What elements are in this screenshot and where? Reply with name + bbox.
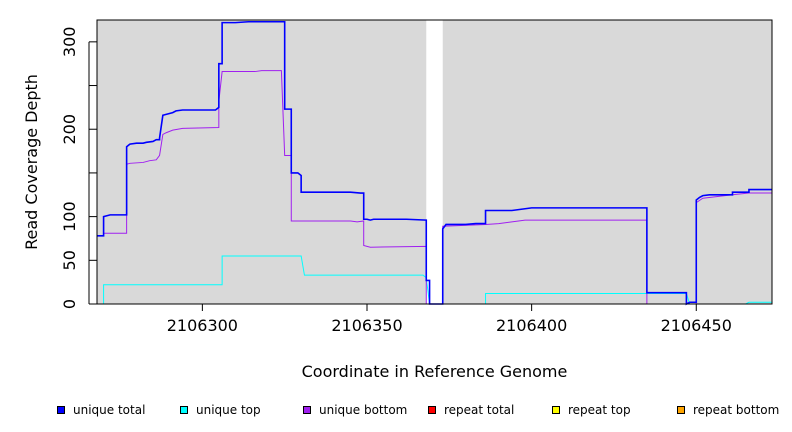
legend-item: repeat top [552,402,631,418]
legend-item: unique bottom [303,402,407,418]
legend-swatch [677,406,685,414]
legend-label: unique total [73,403,146,417]
series-line-unique-bottom [97,70,772,305]
y-tick-label: 0 [60,299,79,309]
y-tick-label: 300 [60,27,79,58]
coverage-gap [426,20,443,304]
legend-swatch [552,406,560,414]
legend-label: repeat total [444,403,515,417]
legend-item: unique top [180,402,261,418]
x-tick-label: 2106400 [496,316,567,335]
legend: unique total unique top unique bottom repea… [0,400,792,420]
legend-label: repeat bottom [693,403,780,417]
legend-label: unique bottom [319,403,408,417]
legend-item: unique total [57,402,145,418]
legend-label: unique top [196,403,261,417]
x-tick-label: 2106300 [167,316,238,335]
x-axis: 2106300 2106350 2106400 2106450 [167,304,732,335]
legend-swatch [180,406,188,414]
x-tick-label: 2106350 [331,316,402,335]
y-tick-label: 50 [60,250,79,270]
gap-layer [426,20,443,304]
y-axis-label: Read Coverage Depth [22,74,41,250]
legend-swatch [428,406,436,414]
plot-frame [96,19,773,305]
legend-swatch [57,406,65,414]
legend-item: repeat total [428,402,514,418]
coverage-chart: 2106300 2106350 2106400 2106450 0 50 100 200 30… [22,19,773,381]
series-line-unique-total [97,20,772,306]
legend-item: repeat bottom [677,402,779,418]
x-axis-label: Coordinate in Reference Genome [302,362,568,381]
legend-swatch [303,406,311,414]
y-tick-label: 100 [60,201,79,232]
y-axis: 0 50 100 200 300 [60,27,97,309]
y-tick-label: 200 [60,114,79,145]
legend-label: repeat top [568,403,631,417]
x-tick-label: 2106450 [661,316,732,335]
